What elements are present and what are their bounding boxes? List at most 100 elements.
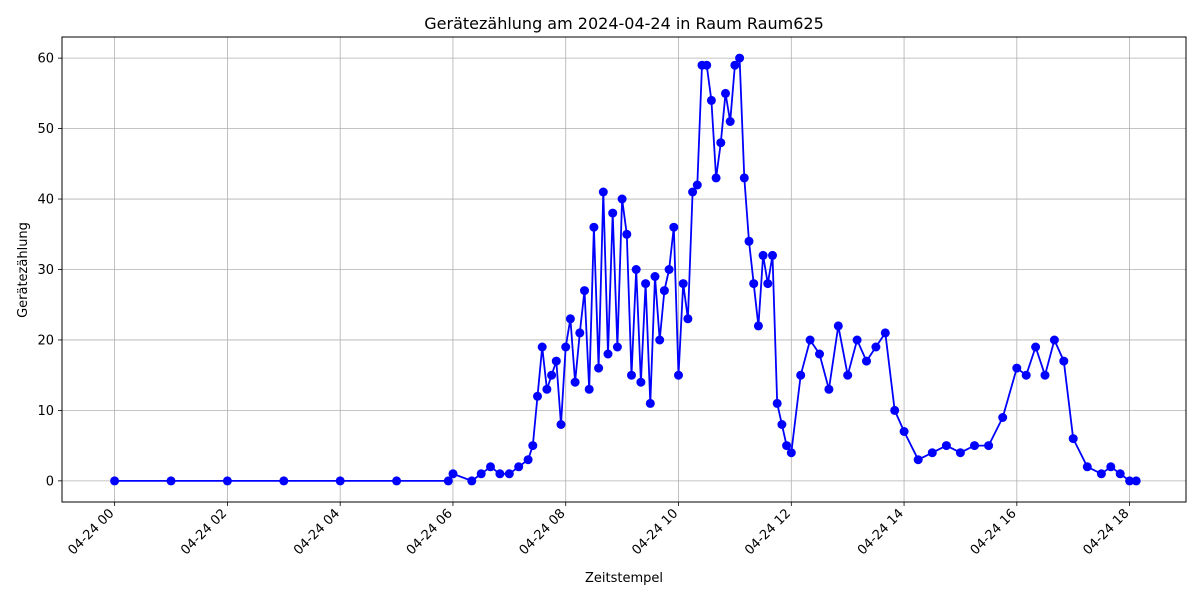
data-point (730, 60, 740, 70)
data-point (533, 391, 542, 401)
data-point (824, 384, 834, 394)
data-point (1082, 462, 1092, 472)
data-point (1040, 370, 1050, 380)
data-point (279, 476, 289, 486)
data-point (1096, 469, 1106, 479)
data-point (815, 349, 824, 359)
y-tick-label: 0 (46, 474, 54, 489)
data-point (448, 469, 458, 479)
data-point (1031, 342, 1041, 352)
data-point (744, 236, 754, 246)
data-point (561, 342, 571, 352)
data-point (786, 448, 796, 458)
data-point (768, 250, 777, 260)
data-point (702, 60, 712, 70)
data-point (890, 405, 900, 415)
data-point (655, 335, 665, 345)
data-point (392, 476, 402, 486)
data-point (608, 208, 618, 218)
data-point (110, 476, 120, 486)
data-point (659, 286, 669, 296)
x-tick-label: 04-24 00 (66, 506, 118, 558)
data-point (796, 370, 806, 380)
data-point (622, 229, 632, 239)
data-point (514, 462, 524, 472)
x-tick-label: 04-24 02 (178, 506, 230, 558)
data-point (739, 173, 749, 183)
x-tick-label: 04-24 12 (742, 506, 794, 558)
data-point (716, 138, 726, 148)
data-point (584, 384, 594, 394)
x-tick-label: 04-24 14 (855, 506, 907, 558)
grid (62, 37, 1186, 502)
data-point (1125, 476, 1135, 486)
data-point (735, 53, 745, 63)
x-tick-label: 04-24 04 (291, 506, 343, 558)
data-point (899, 427, 909, 436)
data-point (721, 88, 730, 98)
data-point (650, 272, 660, 281)
data-point (570, 377, 580, 387)
y-tick-label: 60 (37, 52, 54, 67)
x-tick-label: 04-24 18 (1081, 506, 1133, 558)
data-point (880, 328, 890, 338)
y-tick-label: 20 (37, 333, 54, 348)
data-point (598, 187, 608, 197)
y-tick-label: 50 (37, 122, 54, 137)
data-point (753, 321, 763, 331)
data-point (772, 398, 782, 408)
data-point (1049, 335, 1059, 345)
data-point (777, 420, 787, 429)
data-point (927, 448, 937, 458)
data-point (669, 222, 679, 232)
data-point (556, 420, 566, 429)
data-point (641, 279, 651, 289)
data-point (504, 469, 514, 479)
data-point (443, 476, 453, 486)
data-point (1059, 356, 1069, 366)
data-point (664, 265, 674, 274)
data-point (612, 342, 622, 352)
data-point (166, 476, 176, 486)
data-point (476, 469, 486, 479)
data-point (542, 384, 552, 394)
data-point (782, 441, 792, 451)
data-point (603, 349, 613, 359)
data-point (688, 187, 698, 197)
data-point (674, 370, 683, 380)
y-tick-label: 40 (37, 193, 54, 208)
data-point (862, 356, 871, 366)
x-tick-label: 04-24 08 (517, 506, 569, 558)
data-point (955, 448, 965, 458)
data-point (617, 194, 627, 204)
data-point (984, 441, 994, 451)
data-point (725, 117, 735, 126)
data-point (711, 173, 721, 183)
y-tick-label: 10 (37, 404, 54, 419)
data-point (467, 476, 477, 486)
x-axis-ticks: 04-24 00 04-24 02 04-24 04 04-24 06 04-24 08… (66, 502, 1133, 558)
data-point (486, 462, 495, 472)
y-axis-ticks: 0 10 20 30 40 50 60 (37, 52, 62, 489)
data-point (1106, 462, 1116, 472)
data-point (683, 314, 693, 324)
data-point (998, 413, 1008, 422)
data-point (678, 279, 688, 289)
data-point (871, 342, 881, 352)
data-point (537, 342, 547, 352)
data-point (631, 265, 641, 274)
data-point (1115, 469, 1125, 479)
data-point (627, 370, 636, 380)
chart-title: Gerätezählung am 2024-04-24 in Raum Raum… (424, 14, 824, 33)
data-point (941, 441, 951, 451)
data-point (913, 455, 923, 465)
data-point (335, 476, 345, 486)
data-point (523, 455, 533, 465)
data-point (528, 441, 538, 451)
data-point (970, 441, 979, 451)
data-point (580, 286, 589, 296)
data-point (749, 279, 759, 289)
data-point (551, 356, 561, 366)
data-point (1021, 370, 1031, 380)
